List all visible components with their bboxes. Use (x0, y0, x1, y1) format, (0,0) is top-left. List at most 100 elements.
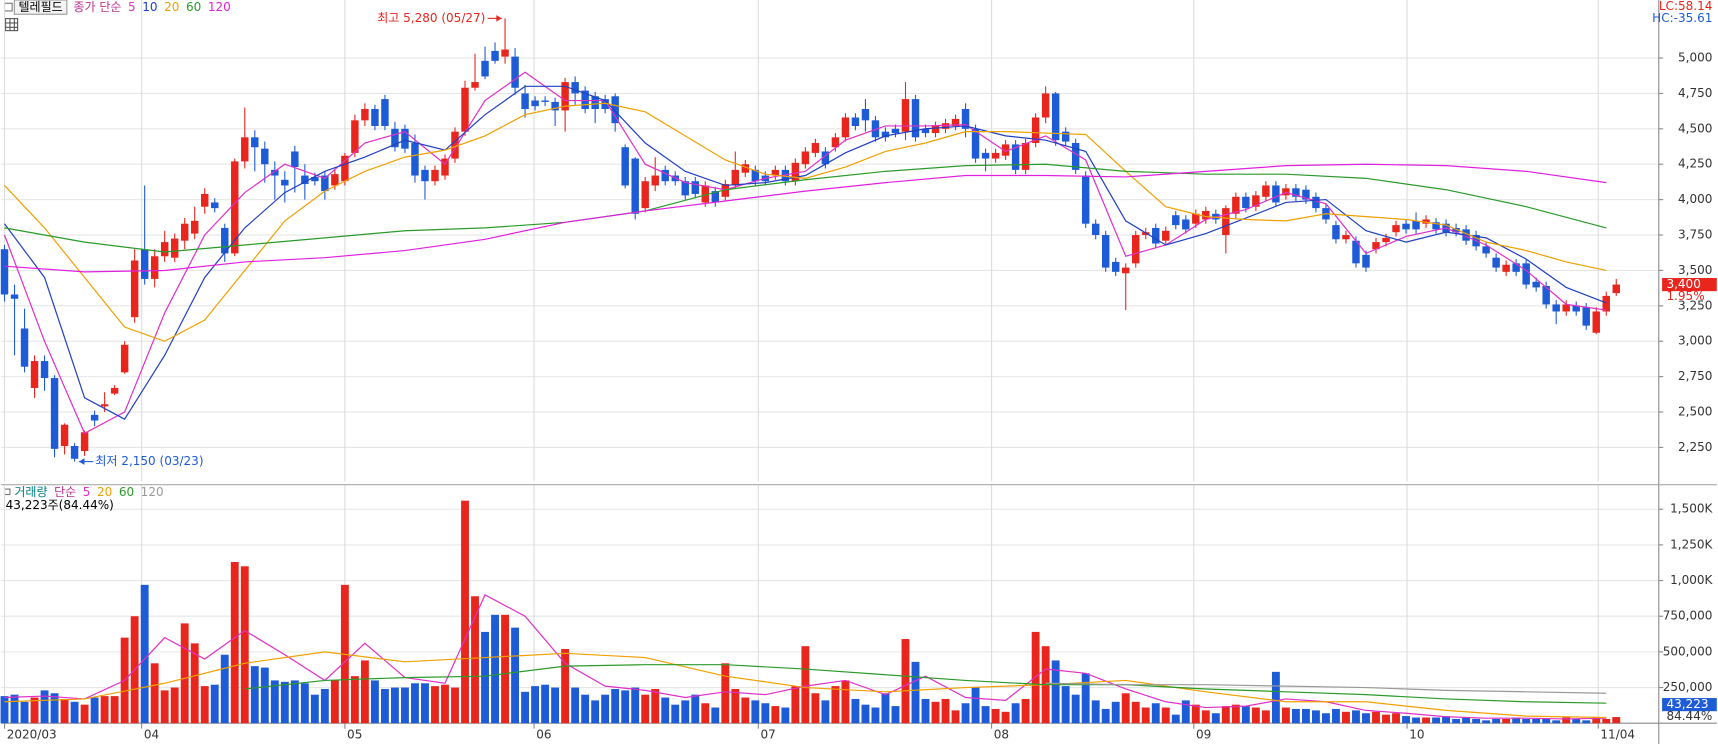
candle-body (241, 137, 249, 162)
candle-body (1562, 304, 1570, 312)
y-tick-label: 2,750 (1678, 369, 1712, 383)
legend-entry[interactable]: 5 (83, 485, 91, 499)
candle-body (1312, 196, 1320, 209)
candle-body (281, 179, 289, 186)
candle-body (1342, 235, 1350, 240)
volume-bar (921, 698, 930, 724)
candle-body (431, 169, 439, 182)
volume-bar (1372, 711, 1380, 724)
volume-bar (761, 703, 770, 724)
volume-bar (1562, 717, 1571, 724)
volume-bar (1352, 710, 1360, 724)
volume-bar (200, 686, 209, 724)
candle-body (1232, 196, 1240, 214)
volume-bar (250, 666, 259, 724)
candle-body (721, 184, 730, 197)
candle-body (1292, 188, 1300, 197)
candle-body (130, 260, 139, 318)
legend-entry[interactable]: 20 (97, 485, 112, 499)
candle-body (421, 169, 429, 182)
volume-bar (110, 696, 119, 724)
volume-bar (1332, 708, 1340, 724)
candle-body (1352, 240, 1360, 264)
candle-body (1222, 208, 1230, 236)
candle-body (180, 223, 189, 241)
legend-title[interactable]: 종가 단순 (73, 0, 121, 14)
legend-entry[interactable]: 120 (208, 0, 231, 14)
volume-bar (531, 686, 540, 724)
volume-bar (641, 694, 650, 724)
candle-body (110, 387, 119, 394)
volume-bar (1291, 708, 1300, 724)
candle-body (1262, 185, 1270, 197)
candle-body (911, 99, 920, 138)
candle-body (531, 100, 539, 107)
volume-bar (1482, 720, 1491, 724)
legend-entry[interactable]: 120 (141, 485, 164, 499)
volume-bar (1221, 706, 1230, 724)
candle-body (160, 242, 169, 257)
candle-body (691, 181, 699, 194)
volume-bar (160, 690, 169, 724)
volume-bar (350, 676, 359, 724)
y-tick-label: 4,500 (1678, 121, 1712, 135)
y-tick-label: 1,500K (1670, 502, 1713, 516)
candle-body (1572, 305, 1580, 312)
volume-bar (1061, 686, 1070, 724)
legend-entry[interactable]: 20 (164, 0, 179, 14)
candle-body (231, 161, 239, 254)
candle-body (60, 424, 69, 447)
candle-body (701, 185, 709, 203)
legend-entry[interactable]: 60 (186, 0, 201, 14)
candle-body (1512, 263, 1520, 272)
title-box[interactable] (13, 0, 68, 15)
candle-body (1192, 213, 1200, 224)
candle-body (1091, 223, 1100, 236)
y-tick-label: 3,750 (1678, 228, 1712, 242)
volume-bar (1362, 713, 1370, 724)
candle-body (441, 158, 449, 176)
candle-body (1021, 142, 1030, 170)
candle-body (461, 87, 469, 132)
candle-body (1542, 285, 1550, 305)
pane-title[interactable]: 거래량 (14, 485, 47, 499)
candle-body (1452, 227, 1460, 233)
volume-bar (1402, 716, 1410, 724)
candle-body (1061, 131, 1070, 142)
volume-bar (1532, 718, 1541, 724)
volume-bar (901, 639, 910, 724)
y-tick-label: 4,000 (1678, 192, 1712, 206)
candle-body (661, 169, 669, 182)
candle-body (831, 137, 840, 148)
candle-body (50, 378, 59, 449)
x-tick-label: 2020/03 (7, 728, 57, 742)
volume-ratio-label: 84.44% (1666, 709, 1712, 723)
legend-entry[interactable]: 10 (142, 0, 157, 14)
volume-bar (771, 706, 780, 724)
menu-icon[interactable] (3, 2, 13, 12)
volume-bar (981, 706, 990, 724)
legend-entry[interactable]: 5 (128, 0, 136, 14)
y-tick-label: 5,000 (1678, 51, 1712, 65)
menu-icon[interactable] (3, 488, 11, 496)
volume-bar (1001, 711, 1010, 724)
candle-body (201, 193, 209, 207)
candle-body (921, 128, 930, 134)
volume-bar (0, 696, 9, 724)
candle-body (741, 164, 750, 173)
volume-bar (1241, 706, 1250, 724)
volume-bar (1261, 710, 1270, 724)
legend-title[interactable]: 단순 (54, 485, 76, 499)
volume-bar (1432, 717, 1440, 724)
volume-bar (991, 708, 1000, 724)
grid-icon[interactable] (5, 18, 19, 32)
candle-body (771, 169, 780, 176)
volume-bar (1071, 694, 1080, 724)
candle-body (711, 191, 720, 203)
volume-bar (401, 687, 409, 724)
volume-bar (501, 614, 509, 724)
legend-entry[interactable]: 60 (119, 485, 134, 499)
annotation-arrowhead (78, 458, 85, 465)
